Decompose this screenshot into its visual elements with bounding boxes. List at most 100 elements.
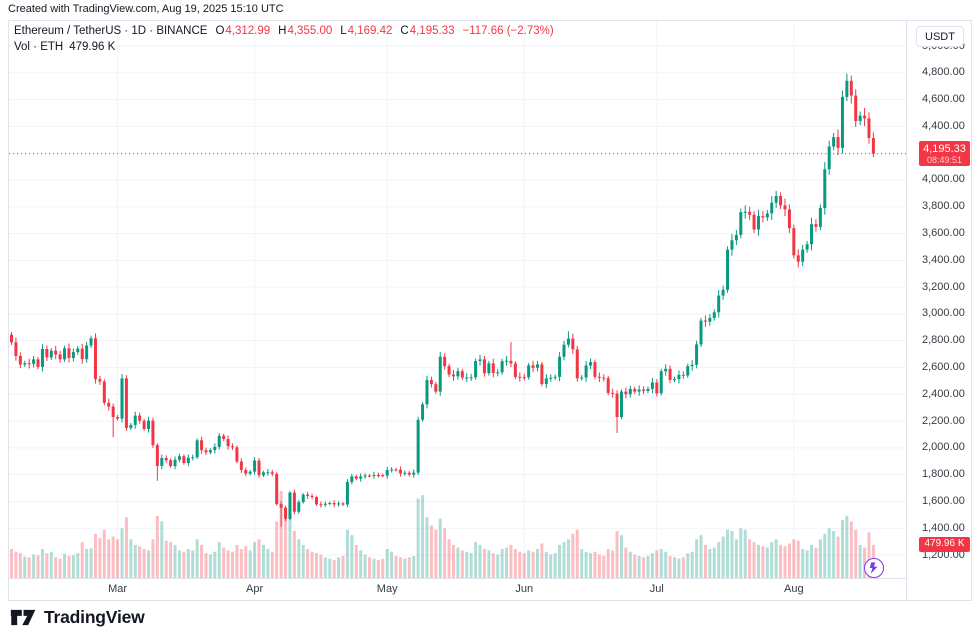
candle-body xyxy=(774,196,778,203)
volume-bar xyxy=(385,549,389,578)
candle-body xyxy=(27,363,31,365)
volume-bar xyxy=(686,553,690,578)
candle-body xyxy=(40,348,44,367)
candle-body xyxy=(518,376,522,378)
currency-toggle-button[interactable]: USDT xyxy=(916,26,964,47)
footer-logo[interactable]: TradingView xyxy=(10,606,145,629)
volume-bar xyxy=(801,549,805,578)
candle-body xyxy=(14,342,18,356)
volume-bar xyxy=(615,531,619,578)
instant-trading-button[interactable] xyxy=(864,558,884,578)
candle-body xyxy=(637,389,641,392)
candle-body xyxy=(36,359,40,367)
volume-bar xyxy=(98,537,102,578)
volume-bar xyxy=(71,555,75,578)
candle-body xyxy=(624,391,628,395)
candlestick-chart[interactable] xyxy=(9,21,906,578)
candle-body xyxy=(452,374,455,377)
candle-layer xyxy=(10,73,875,527)
candle-body xyxy=(549,377,553,379)
candle-body xyxy=(341,503,345,505)
candle-body xyxy=(779,196,783,206)
volume-bar xyxy=(726,529,730,578)
candle-body xyxy=(664,368,668,372)
candle-body xyxy=(239,461,243,470)
candle-body xyxy=(743,211,747,213)
volume-bar xyxy=(151,539,155,578)
candle-body xyxy=(730,240,734,250)
attribution-text: Created with TradingView.com, Aug 19, 20… xyxy=(8,3,284,15)
candle-body xyxy=(323,503,327,505)
volume-bar xyxy=(160,521,164,578)
volume-bar xyxy=(810,544,814,578)
volume-bar xyxy=(208,554,212,578)
volume-bar xyxy=(76,553,80,578)
candle-body xyxy=(765,213,769,218)
volume-bar xyxy=(513,549,517,578)
candle-body xyxy=(284,507,288,519)
candle-body xyxy=(465,377,469,379)
volume-bar xyxy=(549,554,553,578)
volume-bar xyxy=(522,553,526,578)
volume-bar xyxy=(664,551,668,578)
time-axis-label: Apr xyxy=(246,583,264,595)
volume-bar xyxy=(805,550,809,578)
candle-body xyxy=(434,384,438,392)
volume-bar xyxy=(226,550,230,578)
ohlc-close: C 4,195.33 xyxy=(400,25,455,37)
tradingview-logo-icon xyxy=(10,609,36,626)
volume-bar xyxy=(341,555,345,578)
candle-body xyxy=(783,205,787,210)
price-axis-label: 4,000.00 xyxy=(922,173,965,186)
candle-body xyxy=(646,388,650,391)
volume-bar xyxy=(398,557,402,578)
volume-bar xyxy=(695,539,699,578)
candle-body xyxy=(363,475,367,477)
volume-label: Vol · ETH xyxy=(14,41,64,53)
candle-body xyxy=(337,503,341,505)
candle-body xyxy=(553,376,557,378)
volume-bar xyxy=(363,554,367,578)
price-axis-label: 1,800.00 xyxy=(922,468,965,481)
candle-body xyxy=(474,361,478,378)
volume-bar xyxy=(129,539,133,578)
candle-body xyxy=(142,420,146,429)
candle-body xyxy=(155,445,159,466)
volume-bar xyxy=(261,544,265,578)
time-axis[interactable]: Mar Apr May Jun Jul Aug xyxy=(9,578,906,600)
volume-bar xyxy=(270,551,274,578)
candle-body xyxy=(443,356,447,367)
candle-body xyxy=(416,419,420,473)
candle-body xyxy=(288,492,292,519)
volume-bar xyxy=(721,536,725,578)
candle-body xyxy=(580,377,584,379)
candle-body xyxy=(717,295,721,313)
price-axis-label: 3,600.00 xyxy=(922,227,965,240)
symbol-legend: Ethereum / TetherUS · 1D · BINANCE O 4,31… xyxy=(14,25,554,37)
volume-bar xyxy=(456,547,460,578)
candle-body xyxy=(558,356,562,377)
volume-bar xyxy=(748,539,752,578)
volume-bar xyxy=(407,557,411,578)
candle-body xyxy=(191,457,195,459)
candle-body xyxy=(368,475,372,477)
candle-body xyxy=(805,244,809,250)
chart-widget: Ethereum / TetherUS · 1D · BINANCE O 4,31… xyxy=(8,20,972,601)
candle-body xyxy=(301,494,305,503)
candle-body xyxy=(589,362,593,366)
volume-bar xyxy=(416,498,420,578)
volume-bar xyxy=(628,551,632,578)
volume-bar xyxy=(266,549,270,578)
volume-bar xyxy=(54,557,58,578)
volume-bar xyxy=(642,557,646,578)
candle-body xyxy=(222,435,226,440)
volume-bar xyxy=(376,560,380,578)
volume-bar xyxy=(443,528,447,578)
volume-bar xyxy=(14,551,18,578)
volume-bar xyxy=(323,557,327,578)
volume-value: 479.96 K xyxy=(69,41,116,53)
price-axis[interactable]: USDT 4,195.33 08:49:51 479.96 K 5,000.00… xyxy=(906,21,971,600)
candle-body xyxy=(712,312,716,318)
candle-body xyxy=(619,391,623,418)
candle-body xyxy=(213,446,217,451)
